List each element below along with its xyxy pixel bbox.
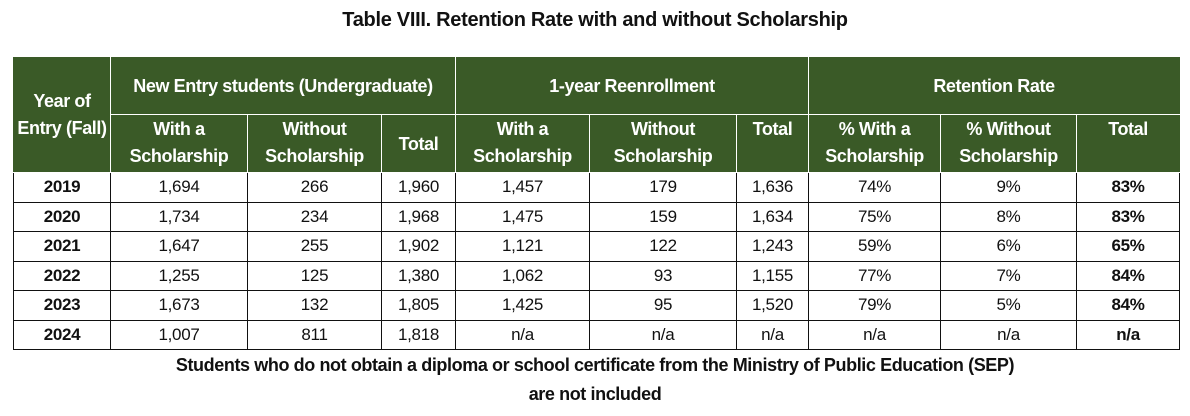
- footnote: Students who do not obtain a diploma or …: [0, 351, 1190, 409]
- data-cell: 1,255: [110, 260, 248, 291]
- data-cell: n/a: [735, 319, 810, 350]
- year-cell: 2020: [13, 201, 111, 232]
- year-cell: 2024: [13, 319, 111, 350]
- year-cell: 2019: [13, 172, 111, 203]
- table-row: 2019 1,694 266 1,960 1,457 179 1,636 74%…: [13, 172, 1181, 203]
- total-rate-cell: 65%: [1076, 231, 1181, 262]
- data-cell: 179: [589, 172, 737, 203]
- data-cell: n/a: [808, 319, 942, 350]
- header-reenroll-with-scholarship: With a Scholarship: [455, 114, 590, 173]
- data-cell: 93: [589, 260, 737, 291]
- data-cell: 9%: [940, 172, 1078, 203]
- data-cell: 77%: [808, 260, 942, 291]
- data-cell: 1,647: [110, 231, 248, 262]
- year-cell: 2021: [13, 231, 111, 262]
- data-cell: 5%: [940, 290, 1078, 321]
- total-rate-cell: 83%: [1076, 201, 1181, 232]
- data-cell: 159: [589, 201, 737, 232]
- data-cell: 1,007: [110, 319, 248, 350]
- data-cell: 1,636: [735, 172, 810, 203]
- data-cell: 1,062: [455, 260, 590, 291]
- data-cell: 1,805: [381, 290, 456, 321]
- year-cell: 2023: [13, 290, 111, 321]
- data-cell: 6%: [940, 231, 1078, 262]
- header-new-total: Total: [381, 114, 456, 173]
- data-cell: 1,734: [110, 201, 248, 232]
- total-rate-cell: 83%: [1076, 172, 1181, 203]
- data-cell: 74%: [808, 172, 942, 203]
- data-cell: 1,425: [455, 290, 590, 321]
- header-rate-without-scholarship: % Without Scholarship: [940, 114, 1078, 173]
- data-cell: 1,673: [110, 290, 248, 321]
- table-row: 2024 1,007 811 1,818 n/a n/a n/a n/a n/a…: [13, 319, 1181, 350]
- data-cell: 255: [247, 231, 382, 262]
- data-cell: 1,902: [381, 231, 456, 262]
- table-row: 2022 1,255 125 1,380 1,062 93 1,155 77% …: [13, 260, 1181, 291]
- data-cell: n/a: [940, 319, 1078, 350]
- header-new-without-scholarship: Without Scholarship: [247, 114, 382, 173]
- table-title: Table VIII. Retention Rate with and with…: [342, 9, 848, 31]
- data-cell: 1,155: [735, 260, 810, 291]
- data-cell: 59%: [808, 231, 942, 262]
- header-new-with-scholarship: With a Scholarship: [110, 114, 248, 173]
- footnote-line-2: are not included: [528, 384, 662, 404]
- data-cell: 1,121: [455, 231, 590, 262]
- table-row: 2020 1,734 234 1,968 1,475 159 1,634 75%…: [13, 201, 1181, 232]
- data-cell: 75%: [808, 201, 942, 232]
- data-cell: 1,818: [381, 319, 456, 350]
- data-cell: 1,457: [455, 172, 590, 203]
- header-rate-total: Total: [1076, 114, 1181, 173]
- header-group-new-entry: New Entry students (Undergraduate): [110, 57, 456, 115]
- data-cell: 234: [247, 201, 382, 232]
- data-cell: 1,960: [381, 172, 456, 203]
- header-reenroll-total: Total: [735, 114, 810, 173]
- total-rate-cell: 84%: [1076, 260, 1181, 291]
- data-cell: 1,520: [735, 290, 810, 321]
- data-cell: 1,694: [110, 172, 248, 203]
- data-cell: n/a: [589, 319, 737, 350]
- data-cell: 1,475: [455, 201, 590, 232]
- data-cell: 1,380: [381, 260, 456, 291]
- header-group-retention-rate: Retention Rate: [808, 57, 1181, 115]
- data-cell: 132: [247, 290, 382, 321]
- data-cell: n/a: [455, 319, 590, 350]
- table-row: 2023 1,673 132 1,805 1,425 95 1,520 79% …: [13, 290, 1181, 321]
- data-cell: 811: [247, 319, 382, 350]
- data-cell: 125: [247, 260, 382, 291]
- data-cell: 79%: [808, 290, 942, 321]
- data-cell: 122: [589, 231, 737, 262]
- footnote-line-1: Students who do not obtain a diploma or …: [175, 355, 1015, 375]
- data-cell: 95: [589, 290, 737, 321]
- data-cell: 1,243: [735, 231, 810, 262]
- year-cell: 2022: [13, 260, 111, 291]
- total-rate-cell: n/a: [1076, 319, 1181, 350]
- header-rate-with-scholarship: % With a Scholarship: [808, 114, 942, 173]
- retention-table: Year of Entry (Fall) New Entry students …: [13, 57, 1181, 350]
- data-cell: 1,968: [381, 201, 456, 232]
- header-reenroll-without-scholarship: Without Scholarship: [589, 114, 737, 173]
- total-rate-cell: 84%: [1076, 290, 1181, 321]
- header-year-of-entry: Year of Entry (Fall): [13, 57, 111, 173]
- data-cell: 8%: [940, 201, 1078, 232]
- header-group-reenrollment: 1-year Reenrollment: [454, 57, 810, 115]
- data-cell: 266: [247, 172, 382, 203]
- data-cell: 7%: [940, 260, 1078, 291]
- data-cell: 1,634: [735, 201, 810, 232]
- table-row: 2021 1,647 255 1,902 1,121 122 1,243 59%…: [13, 231, 1181, 262]
